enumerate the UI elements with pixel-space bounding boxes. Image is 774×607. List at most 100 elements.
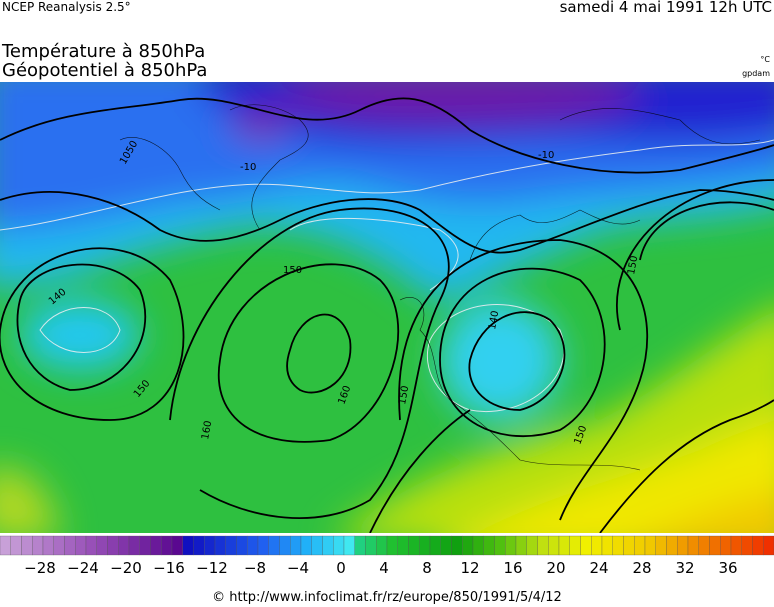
colorbar-swatch: [365, 535, 377, 556]
colorbar-label: 28: [632, 559, 651, 577]
colorbar-swatch: [677, 535, 689, 556]
colorbar-swatch: [268, 535, 280, 556]
colorbar-swatch: [709, 535, 721, 556]
colorbar-swatch: [171, 535, 183, 556]
colorbar-swatch: [128, 535, 140, 556]
colorbar-label: 12: [460, 559, 479, 577]
colorbar-label: 20: [546, 559, 565, 577]
colorbar-swatch: [494, 535, 506, 556]
colorbar: [0, 535, 774, 556]
colorbar-swatch: [161, 535, 173, 556]
colorbar-swatch: [333, 535, 345, 556]
colorbar-swatch: [322, 535, 334, 556]
colorbar-swatch: [440, 535, 452, 556]
colorbar-swatch: [42, 535, 54, 556]
colorbar-swatch: [462, 535, 474, 556]
colorbar-swatch: [429, 535, 441, 556]
colorbar-swatch: [408, 535, 420, 556]
colorbar-swatch: [752, 535, 764, 556]
colorbar-swatch: [150, 535, 162, 556]
colorbar-swatch: [0, 535, 11, 556]
colorbar-swatch: [75, 535, 87, 556]
colorbar-label: 16: [503, 559, 522, 577]
colorbar-swatch: [214, 535, 226, 556]
colorbar-label: 0: [336, 559, 346, 577]
colorbar-swatch: [698, 535, 710, 556]
colorbar-label: −4: [287, 559, 309, 577]
colorbar-swatch: [32, 535, 44, 556]
colorbar-swatch: [548, 535, 560, 556]
contour-label: -10: [538, 150, 554, 161]
colorbar-swatch: [763, 535, 774, 556]
contour-label: 140: [487, 310, 501, 331]
colorbar-swatch: [569, 535, 581, 556]
colorbar-swatch: [601, 535, 613, 556]
unit-temperature: °C: [760, 55, 770, 64]
colorbar-label: 32: [675, 559, 694, 577]
contour-label: 150: [626, 255, 640, 276]
contour-label: 160: [200, 420, 214, 441]
colorbar-swatch: [644, 535, 656, 556]
contour-label: -10: [240, 162, 256, 173]
colorbar-swatch: [204, 535, 216, 556]
colorbar-swatch: [182, 535, 194, 556]
colorbar-label: −28: [24, 559, 56, 577]
datetime-label: samedi 4 mai 1991 12h UTC: [560, 0, 772, 16]
colorbar-swatch: [279, 535, 291, 556]
colorbar-swatch: [537, 535, 549, 556]
colorbar-swatch: [300, 535, 312, 556]
colorbar-swatch: [354, 535, 366, 556]
contour-label: 150: [283, 265, 302, 276]
colorbar-swatch: [687, 535, 699, 556]
colorbar-label: 8: [422, 559, 432, 577]
colorbar-swatch: [96, 535, 108, 556]
colorbar-swatch: [558, 535, 570, 556]
colorbar-swatch: [225, 535, 237, 556]
colorbar-swatch: [139, 535, 151, 556]
colorbar-swatch: [580, 535, 592, 556]
colorbar-swatch: [730, 535, 742, 556]
colorbar-swatch: [591, 535, 603, 556]
colorbar-swatch: [64, 535, 76, 556]
colorbar-swatch: [53, 535, 65, 556]
colorbar-label: −8: [244, 559, 266, 577]
colorbar-swatch: [118, 535, 130, 556]
unit-geopotential: gpdam: [742, 69, 770, 78]
colorbar-swatch: [505, 535, 517, 556]
colorbar-swatch: [741, 535, 753, 556]
colorbar-swatch: [386, 535, 398, 556]
colorbar-swatch: [236, 535, 248, 556]
colorbar-label: 36: [718, 559, 737, 577]
colorbar-swatch: [720, 535, 732, 556]
colorbar-label: −16: [153, 559, 185, 577]
colorbar-swatch: [483, 535, 495, 556]
colorbar-swatch: [623, 535, 635, 556]
colorbar-swatch: [612, 535, 624, 556]
contour-label: 150: [397, 385, 411, 406]
colorbar-swatch: [257, 535, 269, 556]
colorbar-label: 24: [589, 559, 608, 577]
colorbar-swatch: [655, 535, 667, 556]
title-temperature: Température à 850hPa: [1, 41, 205, 62]
colorbar-swatch: [634, 535, 646, 556]
colorbar-swatch: [85, 535, 97, 556]
map: -10 -10 1050 150 140 150 160 160 150 140…: [0, 82, 774, 533]
colorbar-swatch: [472, 535, 484, 556]
colorbar-label: −20: [110, 559, 142, 577]
title-geopotential: Géopotentiel à 850hPa: [2, 60, 207, 81]
colorbar-swatch: [666, 535, 678, 556]
colorbar-labels: −28 −24 −20 −16 −12 −8 −4 0 4 8 12 16 20 24 28 32 36: [24, 559, 737, 577]
colorbar-swatch: [247, 535, 259, 556]
colorbar-swatch: [419, 535, 431, 556]
colorbar-label: −24: [67, 559, 99, 577]
footer-credit: © http://www.infoclimat.fr/rz/europe/850…: [212, 590, 562, 605]
colorbar-swatch: [107, 535, 119, 556]
colorbar-swatch: [515, 535, 527, 556]
colorbar-label: −12: [196, 559, 228, 577]
colorbar-swatch: [10, 535, 22, 556]
colorbar-swatch: [397, 535, 409, 556]
colorbar-swatch: [376, 535, 388, 556]
source-label: NCEP Reanalysis 2.5°: [2, 0, 131, 14]
